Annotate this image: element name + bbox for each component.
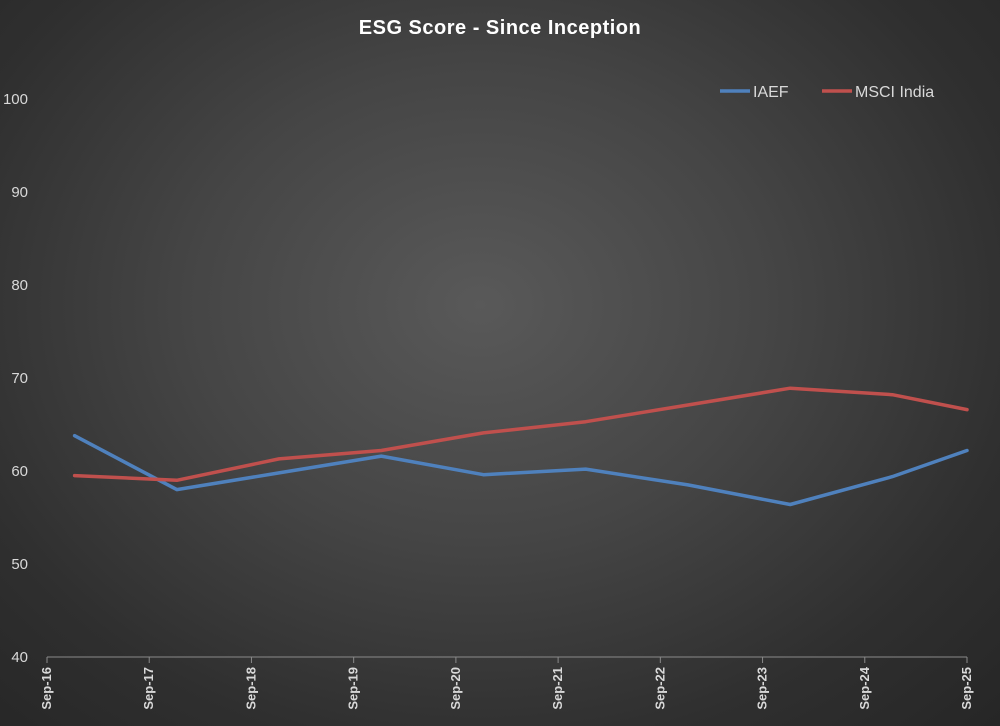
x-axis: Sep-16 Sep-17 Sep-18 Sep-19 Sep-20 Sep-21 Sep-…: [39, 656, 974, 710]
y-axis: 40 50 60 70 80 90 100: [3, 91, 28, 666]
series-point-0: [73, 434, 77, 438]
x-tick-label: Sep-19: [346, 667, 361, 710]
series-point-1: [73, 474, 77, 478]
chart-title: ESG Score - Since Inception: [359, 17, 641, 39]
series-point-1: [788, 386, 792, 390]
x-tick-label: Sep-25: [959, 667, 974, 710]
series-line-0: [72, 433, 969, 507]
y-tick-label: 70: [11, 370, 28, 387]
x-tick-label: Sep-24: [857, 666, 872, 709]
series-point-1: [481, 431, 485, 435]
y-tick-label: 90: [11, 184, 28, 201]
series-point-1: [890, 393, 894, 397]
series-point-0: [965, 449, 969, 453]
x-tick-label: Sep-22: [652, 667, 667, 710]
x-tick-label: Sep-16: [39, 667, 54, 710]
series-point-1: [277, 457, 281, 461]
series-point-1: [965, 408, 969, 412]
y-tick-label: 60: [11, 463, 28, 480]
series-point-1: [686, 403, 690, 407]
y-tick-label: 40: [11, 649, 28, 666]
series-point-0: [481, 473, 485, 477]
series-point-1: [584, 420, 588, 424]
series-point-0: [175, 488, 179, 492]
series-point-0: [788, 502, 792, 506]
x-tick-label: Sep-17: [141, 667, 156, 710]
series-point-1: [175, 478, 179, 482]
legend: IAEF MSCI India: [720, 84, 934, 101]
legend-label-1: MSCI India: [855, 84, 934, 101]
series-point-0: [890, 475, 894, 479]
series-point-1: [379, 449, 383, 453]
y-tick-label: 50: [11, 556, 28, 573]
series-line-1: [72, 386, 969, 483]
series-layer: [72, 386, 969, 507]
series-point-0: [686, 483, 690, 487]
x-tick-label: Sep-23: [755, 667, 770, 710]
series-point-0: [379, 454, 383, 458]
y-tick-label: 100: [3, 91, 28, 108]
y-tick-label: 80: [11, 277, 28, 294]
series-point-0: [277, 471, 281, 475]
x-tick-label: Sep-18: [243, 667, 258, 710]
x-tick-label: Sep-21: [550, 667, 565, 710]
series-point-0: [584, 467, 588, 471]
x-tick-label: Sep-20: [448, 667, 463, 710]
legend-label-0: IAEF: [753, 84, 789, 101]
